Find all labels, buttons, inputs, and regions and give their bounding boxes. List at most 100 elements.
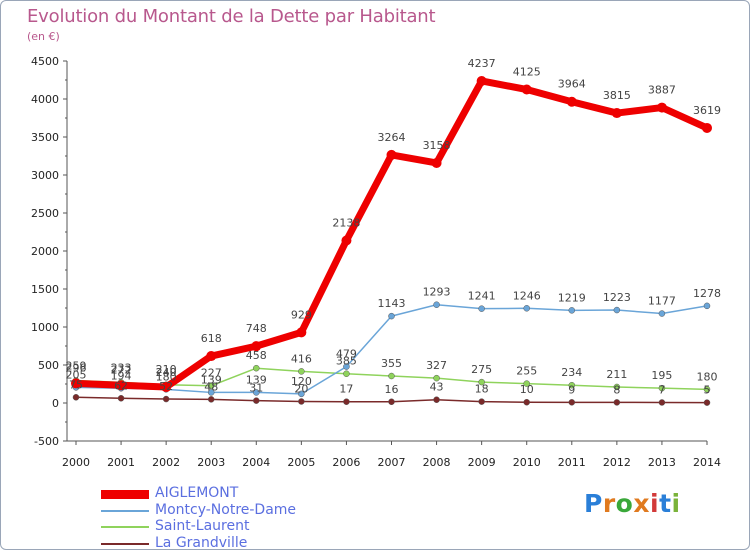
data-point (206, 351, 217, 362)
unit-label: (en €) (27, 30, 60, 43)
data-point (703, 302, 711, 310)
data-point (72, 394, 80, 401)
data-point (253, 397, 260, 404)
x-tick-label: 2004 (242, 456, 270, 469)
data-label: 139 (246, 373, 267, 386)
data-label: 48 (204, 380, 218, 393)
data-label: 5 (704, 384, 711, 397)
data-label: 1241 (468, 290, 496, 303)
data-point (343, 370, 350, 377)
x-tick-label: 2009 (468, 456, 496, 469)
data-label: 259 (66, 359, 87, 372)
data-point (566, 96, 577, 107)
data-label: 385 (336, 355, 357, 368)
data-point (253, 389, 260, 396)
data-label: 120 (291, 375, 312, 388)
data-label: 210 (156, 363, 177, 376)
x-tick-label: 2013 (648, 456, 676, 469)
x-tick-label: 2010 (513, 456, 541, 469)
logo-letter: x (633, 489, 650, 518)
logo-letter: r (602, 489, 616, 518)
data-label: 618 (201, 332, 222, 345)
logo-letter: i (671, 489, 681, 518)
y-tick-label: 4000 (31, 93, 59, 106)
data-point (388, 372, 395, 380)
data-point (433, 374, 440, 382)
data-label: 75 (69, 378, 83, 391)
logo-letter: P (584, 489, 603, 518)
legend-label: Saint-Laurent (155, 518, 250, 534)
legend-label: La Grandville (155, 534, 248, 550)
data-point (116, 380, 127, 391)
data-label: 234 (561, 366, 582, 379)
data-point (658, 310, 666, 317)
x-tick-label: 2011 (558, 456, 586, 469)
data-label: 52 (159, 380, 173, 393)
y-tick-label: 0 (52, 397, 59, 410)
data-label: 296 (66, 362, 87, 375)
data-label: 3158 (423, 139, 451, 152)
y-tick-label: 3000 (31, 169, 59, 182)
data-point (478, 398, 485, 405)
data-label: 255 (516, 365, 537, 378)
data-label: 240 (156, 366, 177, 379)
y-tick-label: 2500 (31, 207, 59, 220)
data-point (658, 384, 666, 392)
data-point (341, 235, 352, 246)
data-label: 4237 (468, 57, 496, 70)
data-label: 227 (201, 367, 222, 380)
y-tick-label: 500 (38, 359, 59, 372)
data-label: 1177 (648, 295, 676, 308)
data-point (702, 122, 712, 133)
data-label: 10 (520, 383, 534, 396)
data-point (343, 363, 350, 370)
data-label: 275 (471, 363, 492, 376)
y-tick-label: 1500 (31, 283, 59, 296)
data-label: 272 (111, 363, 132, 376)
data-label: 3815 (603, 89, 631, 102)
data-point (658, 399, 666, 406)
data-point (478, 305, 485, 312)
data-point (162, 395, 170, 403)
data-label: 211 (606, 368, 627, 381)
data-label: 1293 (423, 286, 451, 299)
data-label: 180 (697, 370, 718, 383)
data-point (388, 398, 395, 406)
data-point (71, 378, 81, 389)
data-label: 1278 (693, 287, 721, 300)
data-point (207, 389, 215, 396)
data-label: 62 (114, 379, 128, 392)
data-label: 31 (249, 382, 263, 395)
data-point (296, 327, 307, 338)
data-label: 1246 (513, 289, 541, 302)
data-label: 458 (246, 349, 267, 362)
x-tick-label: 2014 (693, 456, 721, 469)
data-label: 416 (291, 352, 312, 365)
data-point (253, 364, 260, 372)
data-label: 1223 (603, 291, 631, 304)
legend-label: AIGLEMONT (155, 485, 239, 501)
data-point (523, 305, 530, 312)
legend-swatch (101, 489, 149, 499)
data-label: 3964 (558, 78, 586, 91)
x-tick-label: 2003 (197, 456, 225, 469)
data-label: 4125 (513, 66, 541, 79)
data-point (251, 341, 262, 352)
proxiti-logo: Proxiti (584, 489, 681, 518)
data-point (433, 301, 440, 308)
data-label: 748 (246, 322, 267, 335)
logo-letter: o (615, 489, 634, 518)
y-tick-label: 3500 (31, 131, 59, 144)
legend-swatch (101, 509, 149, 512)
data-label: 9 (568, 383, 575, 396)
data-label: 205 (66, 368, 87, 381)
data-point (703, 386, 711, 393)
data-label: 139 (201, 373, 222, 386)
logo-letter: t (659, 489, 672, 518)
y-tick-label: 1000 (31, 321, 59, 334)
data-label: 17 (339, 383, 353, 396)
x-tick-label: 2002 (152, 456, 180, 469)
logo-letter: i (650, 489, 660, 518)
data-point (207, 382, 215, 389)
